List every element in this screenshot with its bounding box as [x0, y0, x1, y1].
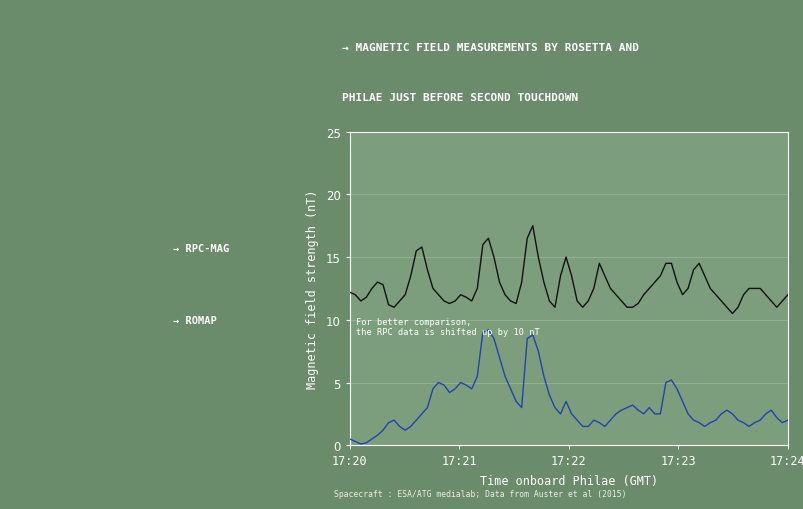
Text: → MAGNETIC FIELD MEASUREMENTS BY ROSETTA AND: → MAGNETIC FIELD MEASUREMENTS BY ROSETTA… — [341, 43, 638, 53]
X-axis label: Time onboard Philae (GMT): Time onboard Philae (GMT) — [479, 474, 657, 487]
Text: → ROMAP: → ROMAP — [173, 315, 216, 325]
Text: For better comparison,
the RPC data is shifted up by 10 nT: For better comparison, the RPC data is s… — [356, 317, 540, 336]
Text: → RPC-MAG: → RPC-MAG — [173, 244, 229, 254]
Y-axis label: Magnetic field strength (nT): Magnetic field strength (nT) — [305, 189, 319, 388]
Text: Spacecraft : ESA/ATG medialab; Data from Auster et al (2015): Spacecraft : ESA/ATG medialab; Data from… — [333, 489, 626, 498]
Text: PHILAE JUST BEFORE SECOND TOUCHDOWN: PHILAE JUST BEFORE SECOND TOUCHDOWN — [341, 93, 577, 103]
